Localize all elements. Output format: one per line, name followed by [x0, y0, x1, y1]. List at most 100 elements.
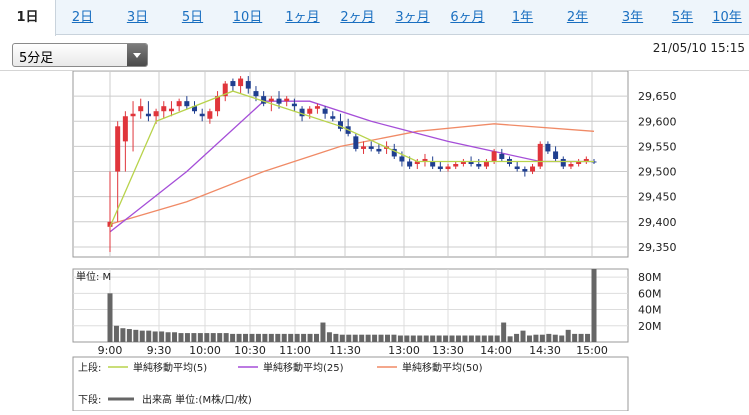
- tab-7[interactable]: 3ヶ月: [385, 0, 440, 35]
- volume-bar: [572, 333, 578, 342]
- volume-bar: [223, 333, 229, 342]
- tab-10[interactable]: 2年: [550, 0, 605, 35]
- candle: [583, 156, 589, 164]
- volume-tick-label: 80M: [638, 271, 662, 284]
- candle-body: [568, 164, 574, 167]
- candle: [138, 98, 144, 119]
- legend-item-label: 単純移動平均(25): [263, 361, 344, 374]
- ma5-line: [109, 90, 594, 228]
- legend-item: 単純移動平均(5): [108, 361, 207, 374]
- volume-bar: [539, 334, 545, 342]
- tab-label: 10年: [712, 10, 742, 25]
- volume-bar: [133, 329, 139, 342]
- chart-frame: 29,350 29,400 29,450 29,500 29,550 29,600 29,6…: [0, 70, 749, 412]
- x-tick-label: 14:00: [480, 344, 512, 357]
- candle-body: [545, 143, 551, 152]
- tab-label: 1年: [511, 10, 534, 25]
- candle: [514, 161, 520, 172]
- legend-lower-label: 下段:: [78, 393, 101, 406]
- tab-13[interactable]: 10年: [705, 0, 749, 35]
- volume-bar: [494, 335, 500, 342]
- tab-5[interactable]: 1ヶ月: [275, 0, 330, 35]
- candle: [176, 98, 182, 112]
- volume-bar: [139, 330, 145, 342]
- volume-bar: [443, 335, 449, 342]
- volume-bar: [372, 334, 378, 342]
- tab-2[interactable]: 3日: [110, 0, 165, 35]
- volume-bar: [268, 333, 274, 342]
- volume-bar: [191, 333, 197, 342]
- tab-label: 2ヶ月: [340, 10, 375, 25]
- candle: [284, 96, 290, 107]
- candle: [483, 158, 489, 170]
- candle-body: [368, 146, 374, 149]
- volume-tick-label: 60M: [638, 287, 662, 300]
- tab-4[interactable]: 10日: [220, 0, 275, 35]
- candle: [168, 101, 174, 117]
- volume-bar: [462, 335, 468, 342]
- candle: [537, 141, 543, 170]
- volume-bar: [507, 336, 513, 342]
- tab-11[interactable]: 3年: [605, 0, 660, 35]
- tab-6[interactable]: 2ヶ月: [330, 0, 385, 35]
- candle: [199, 108, 205, 122]
- tab-8[interactable]: 6ヶ月: [440, 0, 495, 35]
- volume-bar: [378, 334, 384, 342]
- price-tick-label: 29,650: [638, 90, 677, 103]
- candle-body: [391, 148, 397, 157]
- interval-select[interactable]: 5分足: [12, 43, 148, 67]
- candle: [261, 91, 267, 107]
- volume-plot-area: [72, 268, 629, 343]
- volume-bar: [178, 333, 184, 342]
- volume-bar: [107, 293, 113, 342]
- legend-item-label: 単純移動平均(5): [133, 361, 207, 374]
- volume-bar: [559, 335, 565, 342]
- price-tick-label: 29,550: [638, 140, 677, 153]
- volume-bar: [417, 335, 423, 342]
- candle: [122, 111, 128, 172]
- candle-body: [460, 161, 466, 164]
- candle-body: [453, 164, 459, 167]
- candle-body: [230, 81, 236, 87]
- volume-bar: [410, 335, 416, 342]
- candle: [453, 161, 459, 170]
- interval-select-value: 5分足: [19, 51, 54, 66]
- candle-body: [437, 166, 443, 170]
- tab-9[interactable]: 1年: [495, 0, 550, 35]
- tab-1[interactable]: 2日: [55, 0, 110, 35]
- candle: [314, 103, 320, 114]
- candle: [192, 101, 198, 114]
- candle: [422, 153, 428, 167]
- chevron-down-icon[interactable]: [127, 44, 147, 66]
- timestamp: 21/05/10 15:15: [652, 41, 745, 55]
- price-tick-label: 29,450: [638, 191, 677, 204]
- tab-12[interactable]: 5年: [660, 0, 705, 35]
- tab-3[interactable]: 5日: [165, 0, 220, 35]
- candle-body: [130, 113, 136, 117]
- candle: [499, 148, 505, 162]
- candle: [553, 146, 559, 162]
- period-tabs: 1日 2日 3日 5日 10日 1ヶ月 2ヶ月 3ヶ月 6ヶ月 1年 2年 3年 5年 10年: [0, 0, 749, 36]
- volume-bar: [197, 333, 203, 342]
- volume-bar: [565, 329, 571, 342]
- candle-body: [138, 106, 144, 112]
- candle-body: [361, 146, 367, 149]
- volume-bar: [578, 333, 584, 342]
- candle: [568, 161, 574, 170]
- volume-bar: [430, 335, 436, 342]
- ma25-line: [109, 100, 594, 233]
- volume-bar: [126, 329, 132, 342]
- volume-bar: [475, 335, 481, 342]
- tab-0[interactable]: 1日: [0, 0, 56, 36]
- legend-box: [72, 356, 629, 412]
- candle: [576, 158, 582, 167]
- candle: [291, 98, 297, 112]
- volume-tick-label: 20M: [638, 320, 662, 333]
- candle-body: [215, 96, 221, 112]
- price-tick-label: 29,600: [638, 115, 677, 128]
- candle-body: [122, 116, 128, 142]
- tab-label: 5年: [671, 10, 694, 25]
- candle-body: [530, 166, 536, 172]
- volume-bar: [165, 332, 171, 342]
- legend-item: 単純移動平均(50): [377, 361, 483, 374]
